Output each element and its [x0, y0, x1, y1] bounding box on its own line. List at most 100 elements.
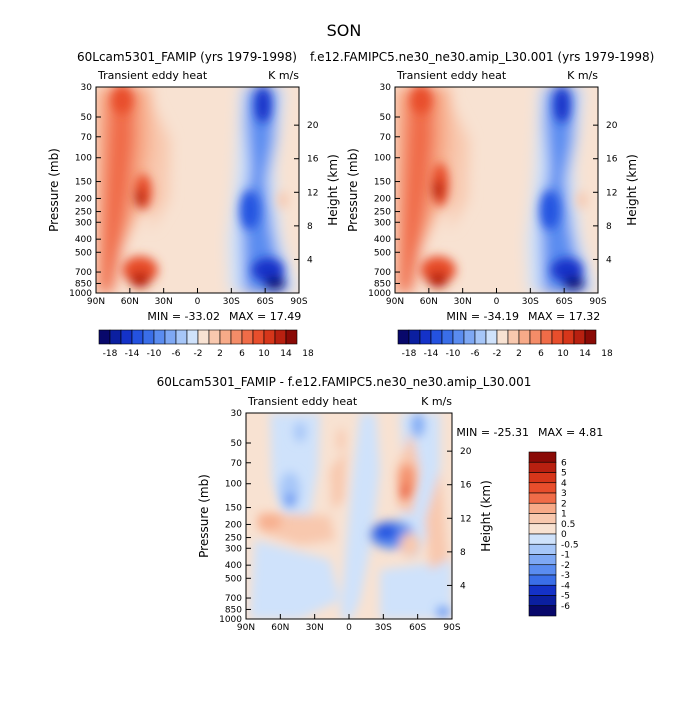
y-tick-label: 150: [225, 504, 242, 514]
colorbar-label: -5: [561, 592, 570, 602]
colorbar-swatch: [573, 329, 586, 345]
panel-3-axes: 305070100150200250300400500700850100090N…: [197, 409, 493, 633]
colorbar-swatch: [408, 329, 421, 345]
colorbar-swatch: [518, 329, 531, 345]
x-tick-label: 30N: [454, 297, 472, 307]
colorbar-swatch: [164, 329, 177, 345]
colorbar-label: -6: [561, 602, 570, 612]
y-right-tick-label: 16: [460, 481, 472, 491]
colorbar-swatch: [507, 329, 520, 345]
y-right-axis-title: Height (km): [625, 154, 639, 225]
panel-2-units: K m/s: [567, 69, 598, 82]
colorbar-swatch: [562, 329, 575, 345]
colorbar-label: 0: [561, 530, 567, 540]
colorbar-swatch: [208, 329, 221, 345]
colorbar-swatch: [540, 329, 553, 345]
colorbar-swatch: [528, 502, 557, 514]
y-right-tick-label: 8: [606, 222, 612, 232]
y-axis-title: Pressure (mb): [47, 148, 61, 232]
colorbar-label: 5: [561, 469, 567, 479]
colorbar-label: -14: [125, 349, 140, 359]
panel-3-contour-field: [246, 413, 452, 619]
y-right-tick-label: 12: [606, 188, 617, 198]
x-tick-label: 90N: [87, 297, 105, 307]
colorbar-label: 6: [239, 349, 245, 359]
panel-2-min-label: MIN = -34.19: [446, 310, 519, 323]
y-tick-label: 30: [81, 83, 93, 93]
colorbar-swatch: [230, 329, 243, 345]
panel-3-min-label: MIN = -25.31: [456, 426, 529, 439]
y-tick-label: 850: [75, 279, 92, 289]
y-right-tick-label: 4: [606, 255, 612, 265]
panel-2-variable-label: Transient eddy heat: [396, 69, 507, 82]
colorbar-label: 3: [561, 489, 567, 499]
colorbar-label: 18: [601, 349, 613, 359]
x-tick-label: 30S: [223, 297, 240, 307]
y-tick-label: 500: [75, 248, 92, 258]
colorbar-swatch: [397, 329, 410, 345]
colorbar-label: 6: [538, 349, 544, 359]
colorbar-label: 18: [302, 349, 314, 359]
colorbar-label: 14: [579, 349, 591, 359]
colorbar-label: -4: [561, 581, 570, 591]
x-tick-label: 60S: [409, 623, 426, 633]
y-tick-label: 200: [225, 520, 242, 530]
colorbar-swatch: [98, 329, 111, 345]
colorbar-label: -2: [561, 561, 570, 571]
panel-1: 60Lcam5301_FAMIP (yrs 1979-1998) Transie…: [47, 50, 340, 359]
y-right-axis-title: Height (km): [326, 154, 340, 225]
y-tick-label: 200: [75, 194, 92, 204]
panel-3-variable-label: Transient eddy heat: [247, 395, 358, 408]
y-tick-label: 300: [75, 218, 92, 228]
panel-3-units: K m/s: [421, 395, 452, 408]
y-right-tick-label: 20: [307, 121, 319, 131]
y-tick-label: 200: [374, 194, 391, 204]
colorbar-swatch: [474, 329, 487, 345]
x-tick-label: 0: [195, 297, 201, 307]
colorbar-swatch: [285, 329, 298, 345]
colorbar-label: 2: [516, 349, 522, 359]
x-tick-label: 30N: [155, 297, 173, 307]
y-right-tick-label: 8: [307, 222, 313, 232]
y-tick-label: 850: [374, 279, 391, 289]
colorbar-swatch: [528, 584, 557, 596]
colorbar-swatch: [551, 329, 564, 345]
x-tick-label: 60N: [271, 623, 289, 633]
x-tick-label: 0: [494, 297, 500, 307]
colorbar-label: -14: [424, 349, 439, 359]
y-tick-label: 250: [75, 208, 92, 218]
colorbar-swatch: [153, 329, 166, 345]
colorbar-swatch: [419, 329, 432, 345]
y-tick-label: 70: [81, 133, 93, 143]
colorbar-label: 4: [561, 479, 567, 489]
colorbar-swatch: [528, 472, 557, 484]
colorbar-label: 2: [217, 349, 223, 359]
colorbar-swatch: [120, 329, 133, 345]
colorbar-swatch: [528, 513, 557, 525]
y-tick-label: 500: [374, 248, 391, 258]
colorbar-swatch: [142, 329, 155, 345]
x-tick-label: 60S: [257, 297, 274, 307]
y-tick-label: 50: [81, 113, 93, 123]
y-tick-label: 100: [75, 154, 92, 164]
y-tick-label: 400: [374, 235, 391, 245]
panel-2: f.e12.FAMIPC5.ne30_ne30.amip_L30.001 (yr…: [310, 50, 654, 359]
colorbar-swatch: [263, 329, 276, 345]
x-tick-label: 90S: [443, 623, 460, 633]
panel-1-min-label: MIN = -33.02: [147, 310, 220, 323]
panel-1-contour-field: [96, 87, 299, 293]
colorbar-label: -2: [493, 349, 502, 359]
colorbar-label: -18: [402, 349, 417, 359]
y-tick-label: 700: [374, 268, 391, 278]
colorbar-label: 10: [258, 349, 270, 359]
colorbar-swatch: [528, 605, 557, 617]
colorbar-swatch: [584, 329, 597, 345]
colorbar-swatch: [528, 523, 557, 535]
colorbar-swatch: [528, 482, 557, 494]
colorbar-swatch: [109, 329, 122, 345]
colorbar-label: 10: [557, 349, 569, 359]
y-tick-label: 100: [225, 480, 242, 490]
y-right-tick-label: 4: [307, 255, 313, 265]
y-right-tick-label: 16: [307, 155, 319, 165]
